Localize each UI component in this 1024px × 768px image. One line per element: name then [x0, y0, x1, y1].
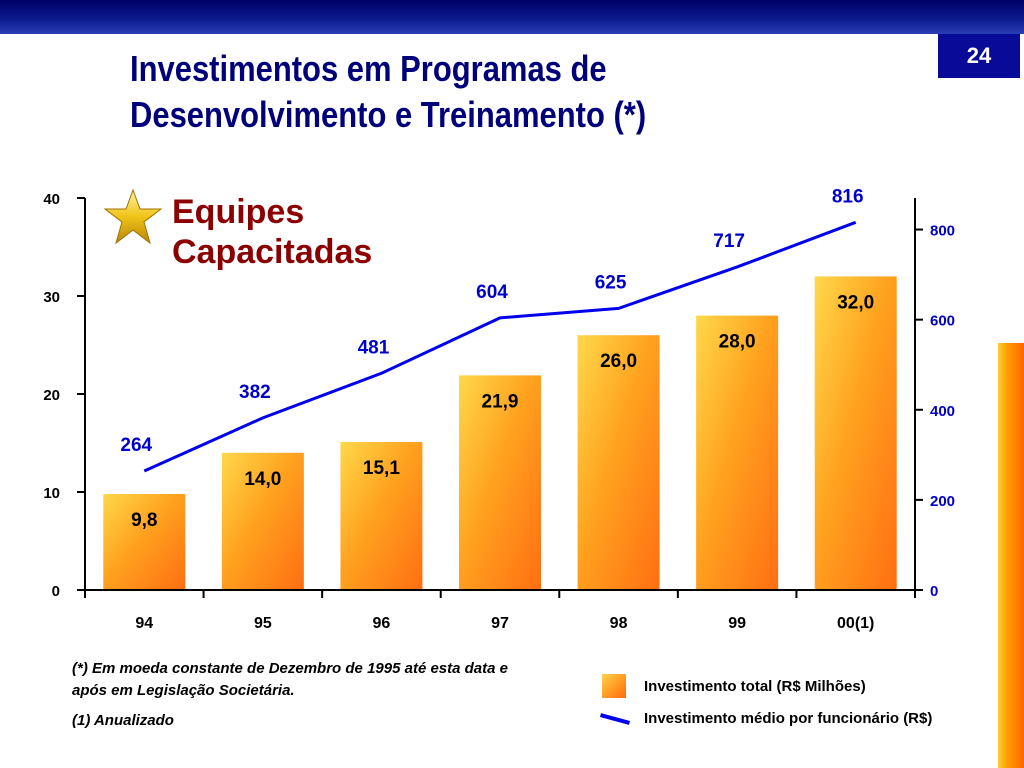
x-tick-label-99: 99 [728, 615, 746, 632]
left-tick-label-20: 20 [43, 387, 60, 404]
bar-94 [103, 493, 186, 590]
decorative-side-stripe [998, 343, 1024, 768]
bar-label-96: 15,1 [363, 458, 400, 479]
line-label-98: 625 [595, 272, 627, 293]
x-tick-label-95: 95 [254, 615, 272, 632]
bar-label-98: 26,0 [600, 351, 637, 372]
left-tick-label-10: 10 [43, 485, 60, 502]
right-tick-label-400: 400 [930, 403, 955, 420]
star-icon [103, 188, 163, 245]
line-label-95: 382 [239, 382, 271, 403]
left-tick-label-0: 0 [52, 583, 60, 600]
bar-97 [459, 375, 541, 590]
bar-00(1) [814, 276, 897, 590]
line-series-path [143, 220, 857, 473]
labels-layer: 264 382 481 604 625 717 816 9,8 14,0 15,1 21,9 26,0… [120, 186, 874, 531]
chart-subtitle: Equipes Capacitadas [172, 192, 372, 272]
line-label-97: 604 [476, 282, 508, 303]
subtitle-line-1: Equipes [172, 193, 305, 231]
legend-item-bars: Investimento total (R$ Milhões) [602, 674, 866, 698]
bar-label-99: 28,0 [719, 332, 756, 353]
right-tick-label-200: 200 [930, 493, 955, 510]
footnote-annualized: (1) Anualizado [72, 712, 174, 729]
legend-line-label: Investimento médio por funcionário (R$) [644, 710, 933, 727]
bar-label-95: 14,0 [244, 469, 281, 490]
footnotes: (*) Em moeda constante de Dezembro de 19… [72, 658, 522, 732]
line-label-94: 264 [120, 435, 152, 456]
legend-bar-swatch [602, 674, 626, 698]
legend-line-swatch [599, 712, 631, 725]
legend-bars-label: Investimento total (R$ Milhões) [644, 677, 866, 695]
x-tick-label-94: 94 [135, 615, 153, 632]
slide-title-line-2: Desenvolvimento e Treinamento (*) [130, 94, 647, 135]
footnote-currency: (*) Em moeda constante de Dezembro de 19… [72, 660, 508, 699]
right-tick-label-800: 800 [930, 223, 955, 240]
left-tick-label-40: 40 [43, 191, 60, 208]
bar-98 [577, 335, 660, 590]
legend-item-line: Investimento médio por funcionário (R$) [599, 710, 933, 727]
bar-95 [221, 452, 304, 590]
slide-title-line-1: Investimentos em Programas de [130, 48, 607, 89]
slide-title: Investimentos em Programas de Desenvolvi… [130, 46, 818, 138]
bars-layer [103, 276, 897, 590]
right-tick-label-0: 0 [930, 583, 938, 600]
line-layer [143, 220, 857, 473]
x-tick-label-00(1): 00(1) [837, 615, 874, 632]
bar-99 [696, 315, 779, 590]
bar-96 [340, 442, 423, 590]
x-tick-label-98: 98 [610, 615, 628, 632]
line-label-96: 481 [358, 337, 390, 358]
left-tick-label-30: 30 [43, 289, 60, 306]
line-label-00(1): 816 [832, 186, 864, 207]
right-tick-label-600: 600 [930, 313, 955, 330]
top-header-bar [0, 0, 1024, 34]
bar-label-97: 21,9 [482, 391, 519, 412]
bar-label-00(1): 32,0 [837, 292, 874, 313]
bar-label-94: 9,8 [131, 510, 157, 531]
subtitle-line-2: Capacitadas [172, 233, 373, 271]
x-tick-label-96: 96 [373, 615, 391, 632]
x-tick-label-97: 97 [491, 615, 509, 632]
line-label-99: 717 [713, 231, 745, 252]
page-number-badge: 24 [938, 34, 1020, 78]
